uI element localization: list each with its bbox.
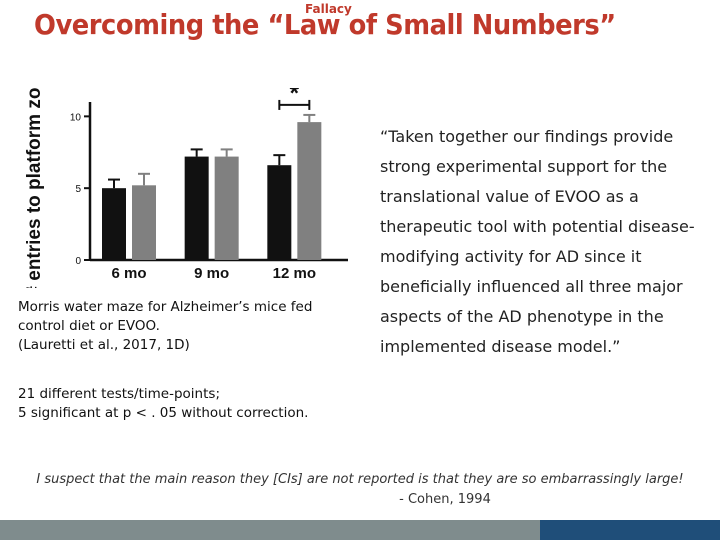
footer-segment-left (0, 520, 540, 540)
bar (184, 156, 209, 260)
title-superscript: Fallacy (305, 2, 352, 16)
caption-line: (Lauretti et al., 2017, 1D) (18, 337, 190, 353)
y-tick-label: 5 (75, 184, 81, 195)
bar (132, 185, 156, 260)
bar (214, 156, 239, 260)
bar-chart: 0 5 10 # entries to platform zone 6 mo 9 mo 12… (24, 88, 348, 288)
x-tick-label: 9 mo (194, 265, 229, 282)
note-line: 21 different tests/time-points; (18, 386, 220, 402)
y-tick-label: 0 (75, 256, 81, 267)
test-count-note: 21 different tests/time-points; 5 signif… (18, 385, 358, 423)
cohen-author: - Cohen, 1994 (399, 492, 491, 507)
x-tick-label: 6 mo (111, 265, 146, 282)
study-quote: “Taken together our findings provide str… (380, 127, 695, 356)
significance-star: * (290, 88, 300, 107)
y-axis-label: # entries to platform zone (24, 88, 45, 288)
caption-line: Morris water maze for Alzheimer’s mice f… (18, 299, 313, 334)
cohen-quote: I suspect that the main reason they [CIs… (36, 472, 684, 487)
footer-bar (0, 520, 720, 540)
bar (297, 122, 322, 260)
slide-title: Overcoming the “Law of Small Numbers” (34, 8, 616, 41)
y-tick-label: 10 (70, 112, 82, 123)
x-tick-label: 12 mo (273, 265, 316, 282)
bar (267, 165, 292, 260)
bar (102, 188, 126, 260)
chart-caption: Morris water maze for Alzheimer’s mice f… (18, 298, 358, 355)
note-line: 5 significant at p < . 05 without correc… (18, 405, 309, 421)
footer-segment-right (540, 520, 720, 540)
